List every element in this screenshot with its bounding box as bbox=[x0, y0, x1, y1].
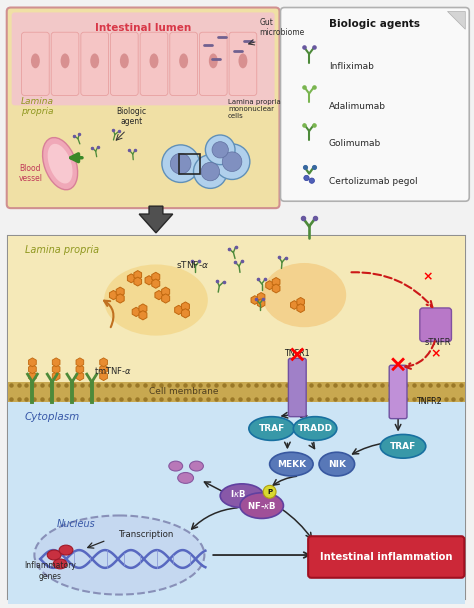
Ellipse shape bbox=[270, 452, 313, 476]
Text: Blood
vessel: Blood vessel bbox=[18, 164, 43, 184]
Circle shape bbox=[193, 155, 227, 188]
Ellipse shape bbox=[90, 54, 99, 68]
Text: Infliximab: Infliximab bbox=[329, 62, 374, 71]
Ellipse shape bbox=[47, 550, 61, 560]
Text: TNFR2: TNFR2 bbox=[416, 397, 442, 406]
FancyBboxPatch shape bbox=[140, 32, 168, 95]
FancyBboxPatch shape bbox=[81, 32, 109, 95]
Ellipse shape bbox=[262, 263, 346, 327]
Bar bbox=[8, 236, 465, 382]
Ellipse shape bbox=[380, 435, 426, 458]
Text: TRAF: TRAF bbox=[258, 424, 285, 433]
Text: P: P bbox=[267, 489, 272, 495]
Text: Nucleus: Nucleus bbox=[57, 519, 96, 530]
Text: Golimumab: Golimumab bbox=[329, 139, 381, 148]
FancyBboxPatch shape bbox=[170, 32, 198, 95]
Ellipse shape bbox=[220, 484, 264, 508]
Text: Inflammatory
genes: Inflammatory genes bbox=[24, 561, 76, 581]
Text: sTNFR: sTNFR bbox=[424, 337, 451, 347]
Bar bbox=[8, 382, 465, 402]
Text: Biologic agents: Biologic agents bbox=[329, 19, 420, 29]
Text: TRADD: TRADD bbox=[298, 424, 333, 433]
Circle shape bbox=[222, 152, 242, 171]
Ellipse shape bbox=[190, 461, 203, 471]
Text: Intestinal lumen: Intestinal lumen bbox=[95, 23, 191, 33]
Ellipse shape bbox=[249, 416, 294, 440]
Text: Intestinal inflammation: Intestinal inflammation bbox=[320, 552, 453, 562]
Polygon shape bbox=[447, 12, 465, 29]
Circle shape bbox=[263, 485, 276, 498]
Text: ×: × bbox=[422, 271, 433, 283]
Ellipse shape bbox=[104, 264, 208, 336]
Text: TNFR1: TNFR1 bbox=[284, 350, 310, 358]
Text: ×: × bbox=[430, 347, 441, 361]
Circle shape bbox=[201, 162, 219, 181]
Text: Certolizumab pegol: Certolizumab pegol bbox=[329, 177, 418, 186]
Text: Gut
microbiome: Gut microbiome bbox=[260, 18, 305, 37]
FancyBboxPatch shape bbox=[8, 236, 465, 599]
Bar bbox=[179, 154, 201, 173]
Ellipse shape bbox=[31, 54, 40, 68]
Ellipse shape bbox=[120, 54, 129, 68]
FancyArrowPatch shape bbox=[71, 154, 82, 162]
Text: Lamina
propria: Lamina propria bbox=[20, 97, 54, 116]
Ellipse shape bbox=[319, 452, 355, 476]
Text: NIK: NIK bbox=[328, 460, 346, 469]
Polygon shape bbox=[139, 206, 173, 233]
Text: Lamina propria
mononuclear
cells: Lamina propria mononuclear cells bbox=[228, 99, 281, 119]
Circle shape bbox=[214, 144, 250, 179]
Circle shape bbox=[309, 178, 314, 184]
Bar bbox=[8, 402, 465, 608]
Ellipse shape bbox=[240, 492, 283, 519]
Ellipse shape bbox=[238, 54, 247, 68]
Ellipse shape bbox=[209, 54, 218, 68]
Text: NF-$\kappa$B: NF-$\kappa$B bbox=[247, 500, 276, 511]
Ellipse shape bbox=[53, 559, 67, 569]
Text: MEKK: MEKK bbox=[277, 460, 306, 469]
Circle shape bbox=[205, 135, 235, 165]
Text: Lamina propria: Lamina propria bbox=[25, 244, 99, 255]
Text: TRAF: TRAF bbox=[390, 442, 416, 451]
Text: I$\kappa$B: I$\kappa$B bbox=[230, 488, 246, 499]
Ellipse shape bbox=[43, 137, 78, 190]
Text: Adalimumab: Adalimumab bbox=[329, 102, 386, 111]
Ellipse shape bbox=[61, 54, 70, 68]
Circle shape bbox=[304, 175, 309, 181]
FancyBboxPatch shape bbox=[281, 7, 469, 201]
Ellipse shape bbox=[48, 144, 73, 184]
FancyBboxPatch shape bbox=[12, 12, 274, 105]
Ellipse shape bbox=[149, 54, 158, 68]
FancyBboxPatch shape bbox=[229, 32, 257, 95]
FancyBboxPatch shape bbox=[7, 7, 280, 208]
Text: sTNF-$\alpha$: sTNF-$\alpha$ bbox=[176, 260, 209, 271]
Text: Biologic
agent: Biologic agent bbox=[116, 107, 146, 126]
FancyBboxPatch shape bbox=[51, 32, 79, 95]
Circle shape bbox=[162, 145, 200, 182]
FancyBboxPatch shape bbox=[21, 32, 49, 95]
Ellipse shape bbox=[179, 54, 188, 68]
FancyBboxPatch shape bbox=[110, 32, 138, 95]
FancyBboxPatch shape bbox=[288, 358, 306, 416]
Ellipse shape bbox=[293, 416, 337, 440]
FancyBboxPatch shape bbox=[308, 536, 465, 578]
Ellipse shape bbox=[35, 516, 204, 595]
Text: Cell membrane: Cell membrane bbox=[149, 387, 219, 396]
Text: Transcription: Transcription bbox=[119, 530, 175, 539]
Circle shape bbox=[212, 142, 228, 158]
FancyBboxPatch shape bbox=[420, 308, 451, 342]
Circle shape bbox=[170, 153, 191, 174]
Ellipse shape bbox=[178, 472, 193, 483]
Ellipse shape bbox=[169, 461, 182, 471]
Ellipse shape bbox=[59, 545, 73, 555]
Text: Cytoplasm: Cytoplasm bbox=[25, 412, 80, 421]
FancyBboxPatch shape bbox=[389, 365, 407, 419]
Text: tmTNF-$\alpha$: tmTNF-$\alpha$ bbox=[94, 365, 133, 376]
FancyBboxPatch shape bbox=[200, 32, 227, 95]
